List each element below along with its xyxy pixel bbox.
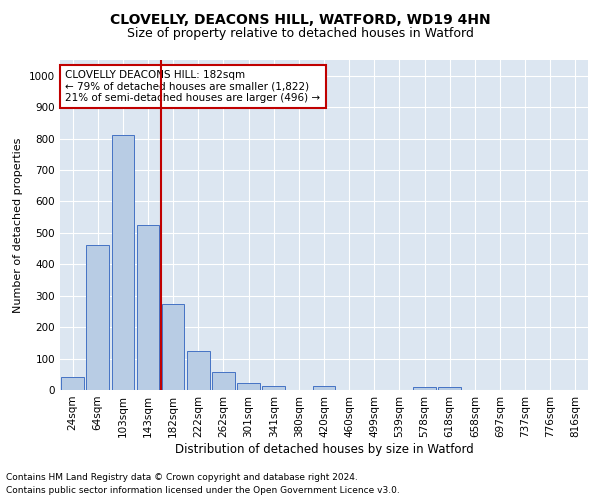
Bar [439, 388, 461, 390]
Bar [212, 372, 235, 390]
Text: CLOVELLY, DEACONS HILL, WATFORD, WD19 4HN: CLOVELLY, DEACONS HILL, WATFORD, WD19 4H… [110, 12, 490, 26]
Text: Contains public sector information licensed under the Open Government Licence v3: Contains public sector information licen… [6, 486, 400, 495]
X-axis label: Distribution of detached houses by size in Watford: Distribution of detached houses by size … [175, 442, 473, 456]
Bar [237, 383, 260, 390]
Text: Contains HM Land Registry data © Crown copyright and database right 2024.: Contains HM Land Registry data © Crown c… [6, 474, 358, 482]
Text: Size of property relative to detached houses in Watford: Size of property relative to detached ho… [127, 28, 473, 40]
Bar [86, 246, 109, 390]
Bar [187, 350, 209, 390]
Bar [413, 388, 436, 390]
Y-axis label: Number of detached properties: Number of detached properties [13, 138, 23, 312]
Bar [262, 386, 285, 390]
Bar [162, 304, 184, 390]
Bar [61, 378, 84, 390]
Bar [137, 225, 160, 390]
Text: CLOVELLY DEACONS HILL: 182sqm
← 79% of detached houses are smaller (1,822)
21% o: CLOVELLY DEACONS HILL: 182sqm ← 79% of d… [65, 70, 320, 103]
Bar [313, 386, 335, 390]
Bar [112, 136, 134, 390]
